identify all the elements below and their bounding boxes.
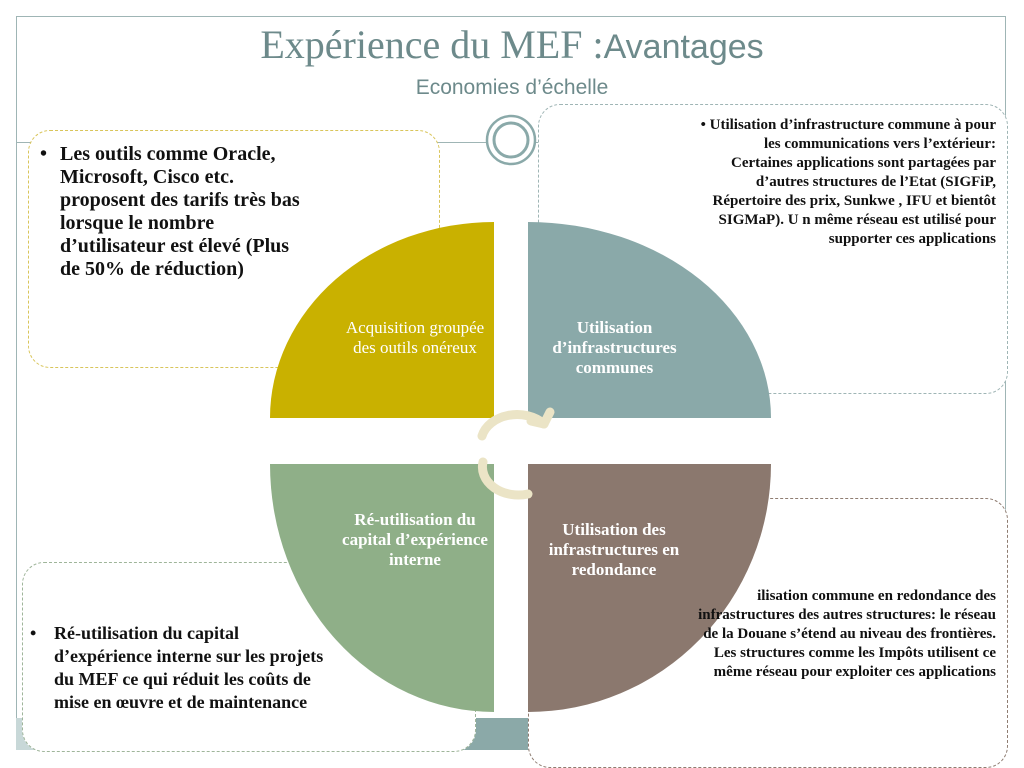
callout-bottom-left-body: Ré-utilisation du capital d’expérience i…: [54, 623, 324, 712]
slide-title: Expérience du MEF :Avantages: [0, 22, 1024, 70]
callout-text-top-left: • Les outils comme Oracle, Microsoft, Ci…: [40, 143, 310, 281]
circle-ornament-icon: [485, 114, 537, 166]
slide-title-main: Expérience du MEF :: [260, 22, 604, 67]
quadrant-label-reutilisation: Ré-utilisation du capital d’expérience i…: [342, 510, 488, 569]
slide-subtitle: Economies d’échelle: [415, 76, 609, 99]
callout-text-top-right: • Utilisation d’infrastructure commune à…: [700, 117, 996, 247]
quadrant-acquisition: [270, 222, 494, 418]
quadrant-reutilisation: [270, 464, 494, 712]
cycle-arrows-icon: [477, 407, 555, 500]
callout-bottom-right-body: ilisation commune en redondance des infr…: [698, 588, 996, 680]
bullet-bottom-left: •: [30, 623, 37, 643]
slide-title-tail: Avantages: [603, 28, 764, 66]
quadrant-infrastructures: [528, 222, 771, 418]
quadrant-label-acquisition: Acquisition groupée des outils onéreux: [345, 318, 485, 357]
quadrant-label-redondance: Utilisation des infrastructures en redon…: [548, 520, 680, 579]
callout-top-left-body: Les outils comme Oracle, Microsoft, Cisc…: [60, 143, 300, 280]
quadrant-redondance: [528, 464, 771, 712]
quadrant-label-infrastructures: Utilisation d’infrastructures communes: [552, 318, 677, 377]
callout-text-bottom-left: • Ré-utilisation du capital d’expérience…: [30, 622, 330, 714]
callout-text-bottom-right: ilisation commune en redondance des infr…: [698, 587, 996, 727]
bullet-top-left: •: [40, 143, 48, 165]
